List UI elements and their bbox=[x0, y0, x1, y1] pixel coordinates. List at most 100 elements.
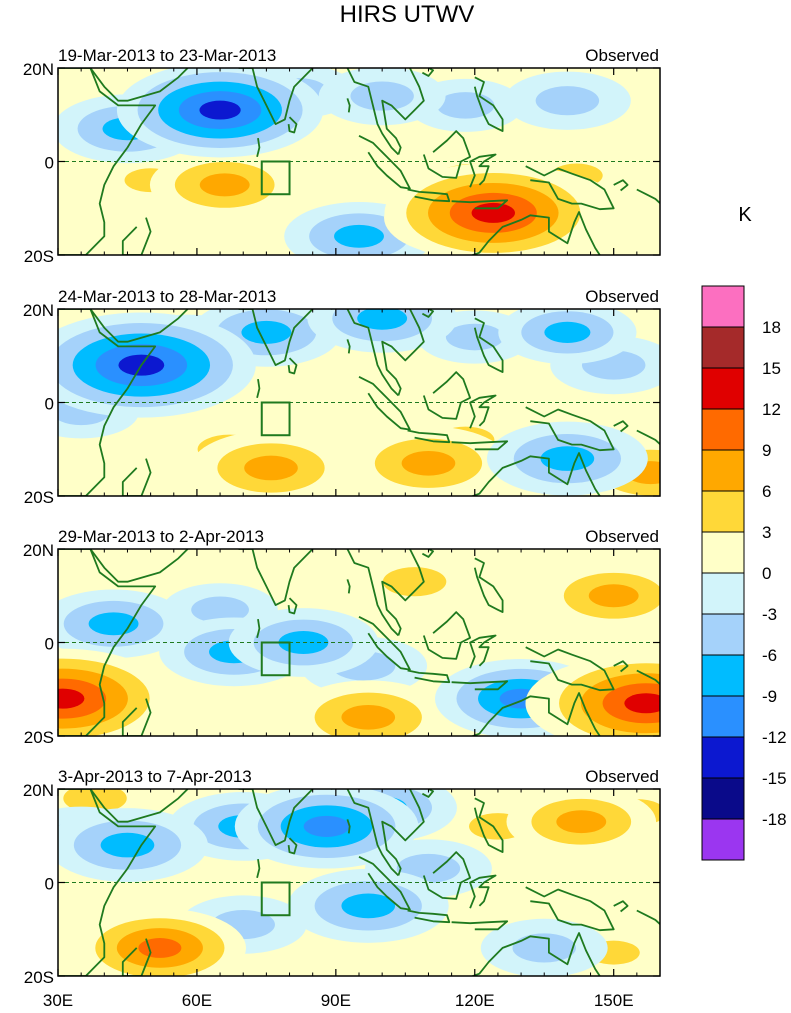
anomaly-contour bbox=[357, 309, 408, 330]
coastline bbox=[421, 549, 434, 558]
coastline bbox=[421, 309, 434, 318]
figure-title: HIRS UTWV bbox=[340, 1, 475, 28]
anomaly-blob bbox=[538, 561, 660, 631]
anomaly-contour bbox=[401, 450, 456, 476]
map-panel: 20N 0 20S 3-Apr-2013 to 7-Apr-2013 Observed bbox=[23, 767, 661, 987]
coastline bbox=[422, 611, 471, 660]
colorbar-label: -15 bbox=[762, 769, 787, 788]
anomaly-blob bbox=[503, 71, 631, 130]
coastline bbox=[287, 357, 298, 375]
coastlines bbox=[58, 528, 660, 736]
colorbar-label: 12 bbox=[762, 400, 781, 419]
x-tick-label: 60E bbox=[182, 991, 212, 1010]
coastline bbox=[346, 579, 351, 594]
anomaly-blob bbox=[590, 116, 660, 160]
anomaly-blob bbox=[537, 653, 660, 736]
coastline bbox=[525, 406, 615, 452]
coastline bbox=[469, 874, 497, 909]
coastline bbox=[238, 789, 314, 846]
anomaly-blob bbox=[498, 309, 637, 365]
coastline bbox=[422, 130, 471, 179]
anomaly-contour bbox=[590, 116, 660, 160]
coastline bbox=[407, 909, 451, 924]
coastline bbox=[442, 932, 601, 976]
coastline bbox=[121, 938, 152, 976]
y-tick-label: 20S bbox=[24, 728, 54, 747]
colorbar-swatch bbox=[701, 654, 745, 697]
colorbar-label: 18 bbox=[762, 318, 781, 337]
coastline bbox=[451, 199, 509, 210]
coastline bbox=[89, 68, 189, 102]
coastline bbox=[636, 669, 660, 690]
coastline bbox=[346, 98, 351, 113]
anomaly-contour bbox=[191, 596, 249, 624]
anomaly-contour bbox=[436, 92, 495, 119]
anomaly-contour bbox=[535, 86, 600, 116]
anomaly-contour bbox=[540, 446, 595, 471]
coastline bbox=[469, 153, 497, 188]
y-tick-label: 20S bbox=[24, 247, 54, 266]
coastline bbox=[422, 371, 471, 420]
x-axis: 30E 60E 90E 120E 150E bbox=[43, 991, 634, 1010]
coastline bbox=[358, 615, 411, 671]
panel-date-range: 24-Mar-2013 to 28-Mar-2013 bbox=[58, 287, 276, 306]
coastline bbox=[256, 858, 261, 879]
colorbar-swatch bbox=[701, 818, 745, 861]
coastline bbox=[238, 68, 314, 125]
anomaly-blob bbox=[73, 908, 246, 976]
coastline bbox=[473, 797, 504, 853]
target-box bbox=[260, 160, 291, 196]
anomaly-contour bbox=[58, 688, 85, 709]
coastline bbox=[469, 634, 497, 669]
coastline bbox=[613, 660, 629, 673]
anomaly-blob bbox=[348, 426, 509, 496]
map-panel: 20N 0 20S 19-Mar-2013 to 23-Mar-2013 Observe… bbox=[23, 46, 661, 266]
coastline bbox=[346, 819, 351, 834]
panels: 20N 0 20S 19-Mar-2013 to 23-Mar-2013 Observe… bbox=[23, 46, 661, 987]
panel-date-range: 19-Mar-2013 to 23-Mar-2013 bbox=[58, 46, 276, 65]
coastline bbox=[331, 309, 400, 397]
coastline bbox=[525, 646, 615, 692]
colorbar-label: 6 bbox=[762, 482, 771, 501]
coastline bbox=[58, 68, 157, 255]
coastline bbox=[451, 920, 509, 931]
anomaly-contour bbox=[334, 224, 384, 248]
coastline bbox=[358, 375, 411, 431]
anomaly-contour bbox=[350, 81, 414, 111]
coastline bbox=[525, 886, 615, 932]
anomaly-contour bbox=[199, 173, 250, 197]
coastline bbox=[89, 789, 189, 823]
anomaly-blob bbox=[287, 868, 449, 943]
y-tick-label: 20N bbox=[23, 781, 54, 800]
anomaly-blob bbox=[234, 789, 419, 869]
anomaly-blob bbox=[116, 68, 324, 158]
y-tick-label: 0 bbox=[45, 154, 54, 173]
anomaly-contour bbox=[138, 938, 182, 958]
colorbar-swatch bbox=[701, 613, 745, 656]
panel-date-range: 29-Mar-2013 to 2-Apr-2013 bbox=[58, 527, 264, 546]
colorbar-label: -6 bbox=[762, 646, 777, 665]
anomaly-contour bbox=[624, 693, 660, 714]
y-tick-label: 20S bbox=[24, 488, 54, 507]
target-box bbox=[260, 881, 291, 917]
anomaly-contour bbox=[244, 455, 298, 481]
coastline bbox=[442, 692, 601, 736]
y-tick-label: 20N bbox=[23, 301, 54, 320]
coastline bbox=[525, 165, 615, 211]
panel-date-range: 3-Apr-2013 to 7-Apr-2013 bbox=[58, 767, 252, 786]
coastline bbox=[636, 909, 660, 930]
coastline bbox=[89, 549, 189, 583]
coastline bbox=[238, 549, 314, 606]
colorbar-swatch bbox=[701, 408, 745, 451]
coastline bbox=[358, 134, 411, 190]
coastline bbox=[407, 188, 451, 203]
coastline bbox=[421, 789, 434, 798]
coastline bbox=[475, 528, 482, 540]
coastlines bbox=[58, 309, 660, 496]
panel-label: Observed bbox=[585, 767, 659, 786]
x-tick-label: 30E bbox=[43, 991, 73, 1010]
coastline bbox=[451, 440, 509, 451]
colorbar-label: -12 bbox=[762, 728, 787, 747]
x-tick-label: 120E bbox=[455, 991, 495, 1010]
